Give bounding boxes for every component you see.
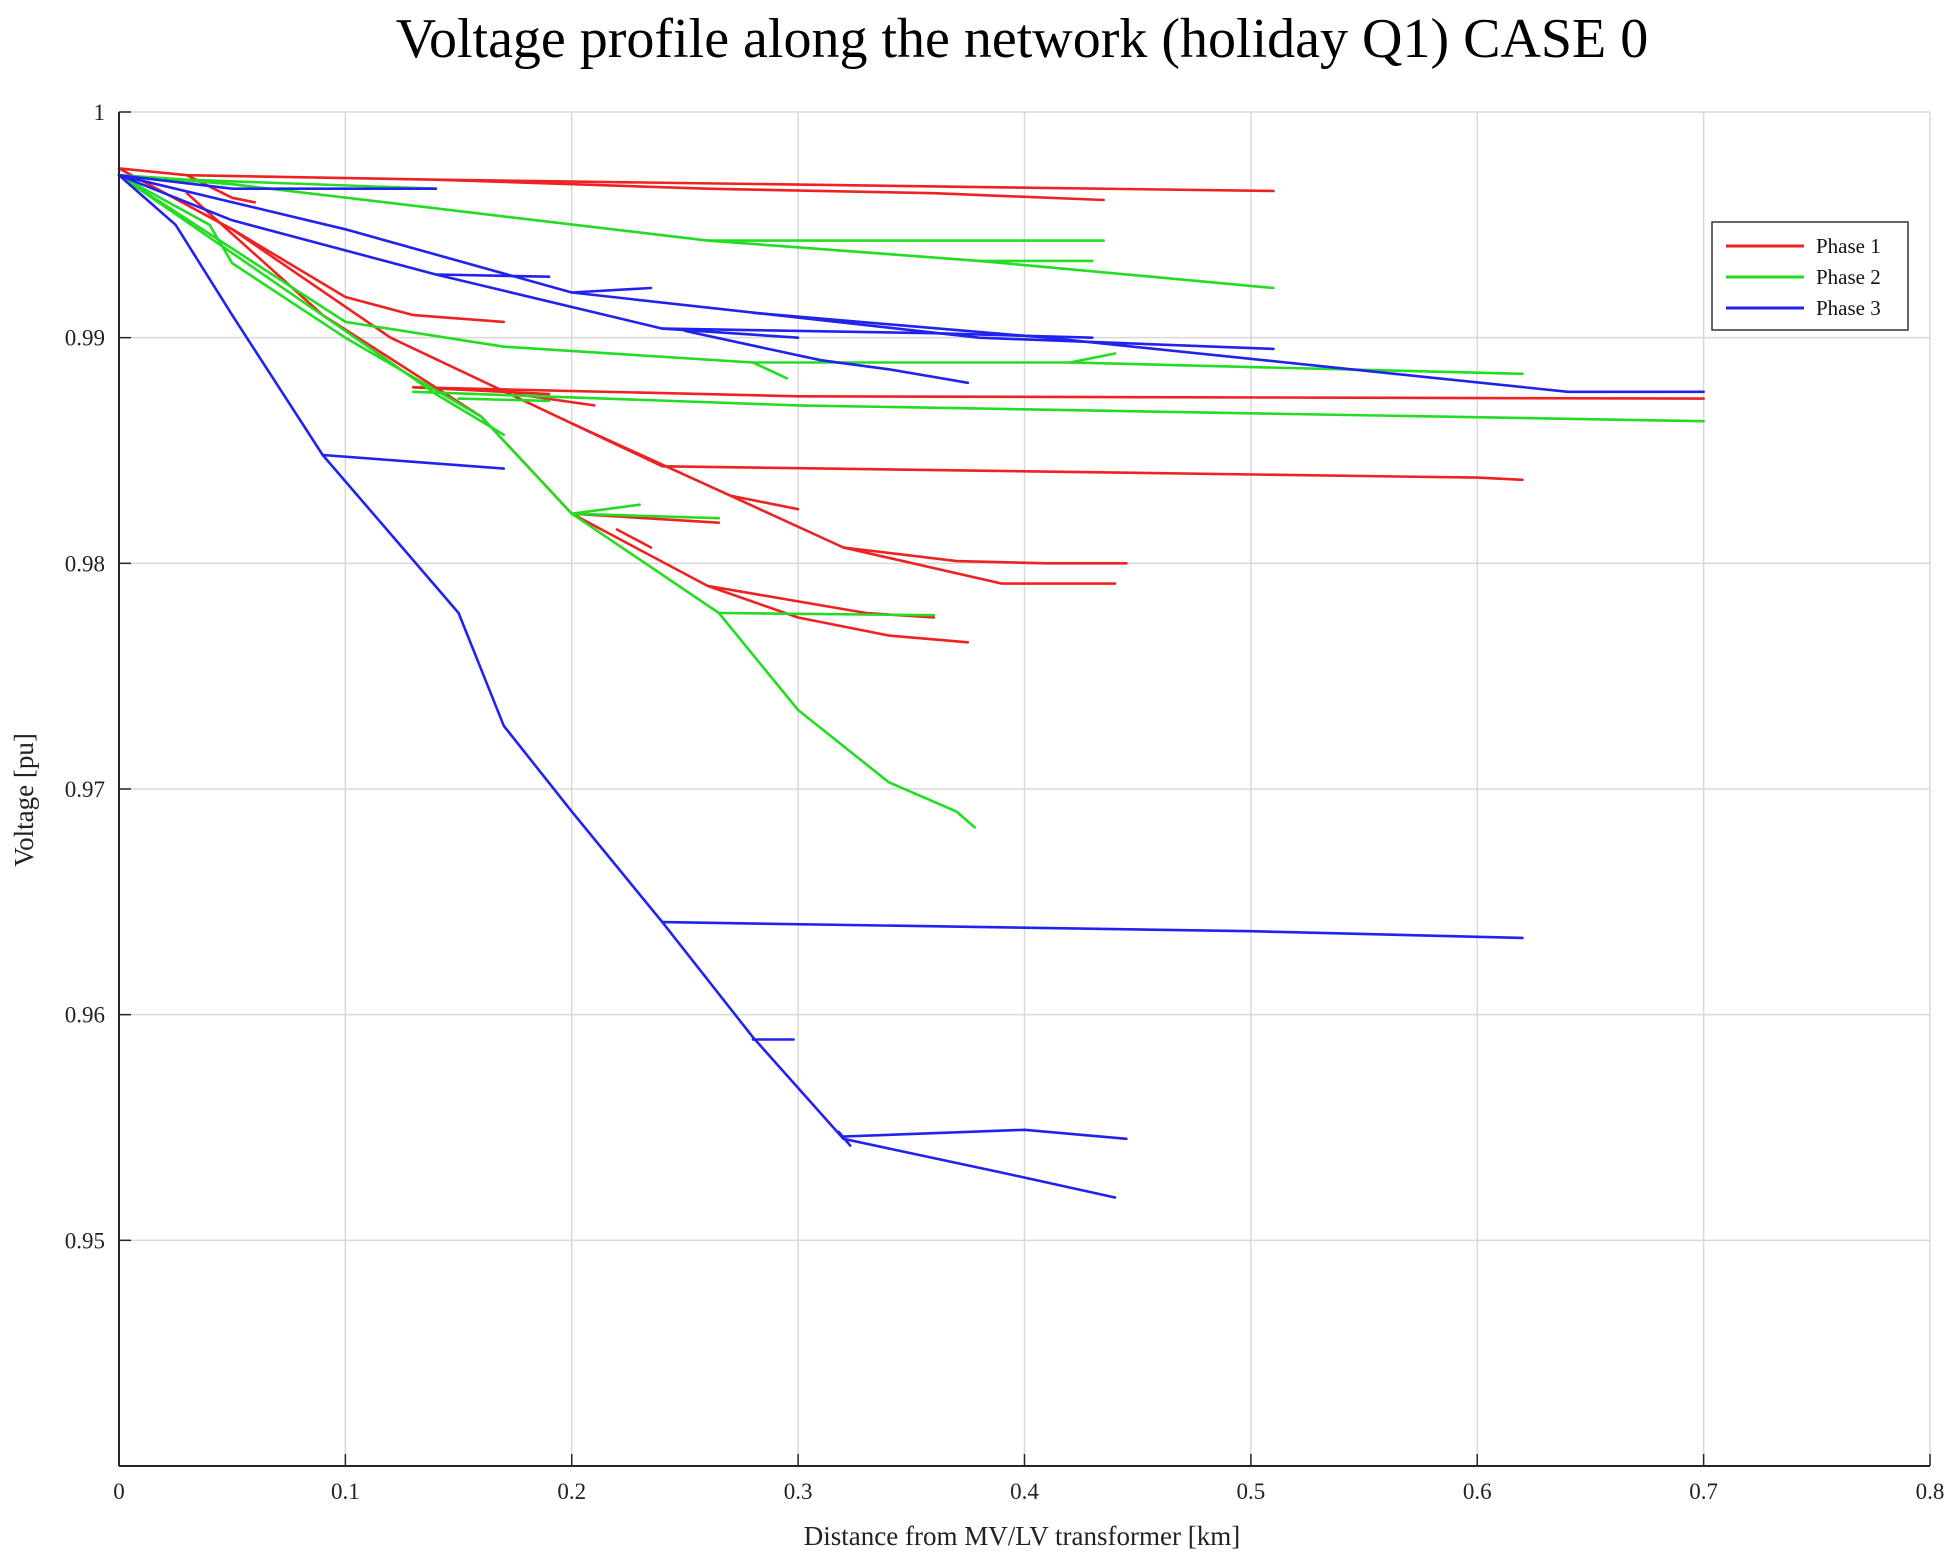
series-line [1068, 352, 1117, 364]
series-line [321, 453, 506, 470]
legend-label: Phase 2 [1816, 265, 1881, 289]
chart-title: Voltage profile along the network (holid… [396, 8, 1649, 70]
series-line [842, 546, 1117, 585]
series-line [728, 494, 800, 511]
x-tick-label: 0.4 [1010, 1479, 1039, 1504]
y-tick-label: 0.99 [65, 326, 105, 351]
series-line [615, 528, 653, 549]
series-line [434, 273, 551, 279]
series-phase-3 [117, 173, 1705, 1199]
series-line [411, 390, 1705, 423]
x-tick-label: 0.8 [1916, 1479, 1945, 1504]
series-line [837, 1130, 852, 1147]
series-line [117, 173, 1524, 376]
series-line [842, 1128, 1128, 1141]
series-line [706, 584, 970, 644]
series-line [683, 329, 970, 385]
axes [118, 111, 1931, 1467]
series-line [117, 173, 1094, 340]
y-tick-label: 0.97 [65, 777, 105, 802]
y-tick-label: 0.98 [65, 551, 105, 576]
x-tick-label: 0.6 [1463, 1479, 1492, 1504]
series-phase-2 [117, 173, 1705, 829]
series-line [457, 397, 551, 403]
series-line [570, 503, 642, 516]
series-line [570, 422, 1128, 565]
series-phase-1 [117, 167, 1705, 644]
series-line [660, 920, 1524, 940]
x-tick-label: 0 [113, 1479, 125, 1504]
x-tick-label: 0.1 [331, 1479, 360, 1504]
series-line [117, 167, 506, 324]
series-line [411, 385, 1705, 400]
series-line [117, 173, 1117, 1199]
legend: Phase 1 Phase 2 Phase 3 [1711, 221, 1909, 331]
y-tick-label: 1 [94, 100, 106, 125]
series-line [117, 167, 1105, 202]
series-line [434, 178, 1275, 193]
legend-label: Phase 1 [1816, 234, 1881, 258]
series-line [751, 311, 1705, 394]
x-tick-label: 0.3 [784, 1479, 813, 1504]
y-tick-label: 0.95 [65, 1228, 105, 1253]
x-tick-label: 0.7 [1689, 1479, 1718, 1504]
series-line [117, 173, 1105, 242]
series-line [570, 512, 721, 520]
series-lines [117, 167, 1705, 1199]
y-axis-label: Voltage [pu] [9, 733, 39, 867]
series-line [717, 611, 936, 617]
series-line [751, 361, 789, 380]
x-tick-label: 0.2 [557, 1479, 586, 1504]
y-tick-label: 0.96 [65, 1003, 105, 1028]
x-axis-label: Distance from MV/LV transformer [km] [804, 1521, 1240, 1551]
legend-label: Phase 3 [1816, 296, 1881, 320]
series-line [570, 286, 653, 294]
x-tick-label: 0.5 [1237, 1479, 1266, 1504]
tick-labels: 0 0.1 0.2 0.3 0.4 0.5 0.6 0.7 0.8 0.95 0.96 0.97 0.9… [65, 100, 1945, 1504]
series-line [117, 173, 438, 190]
